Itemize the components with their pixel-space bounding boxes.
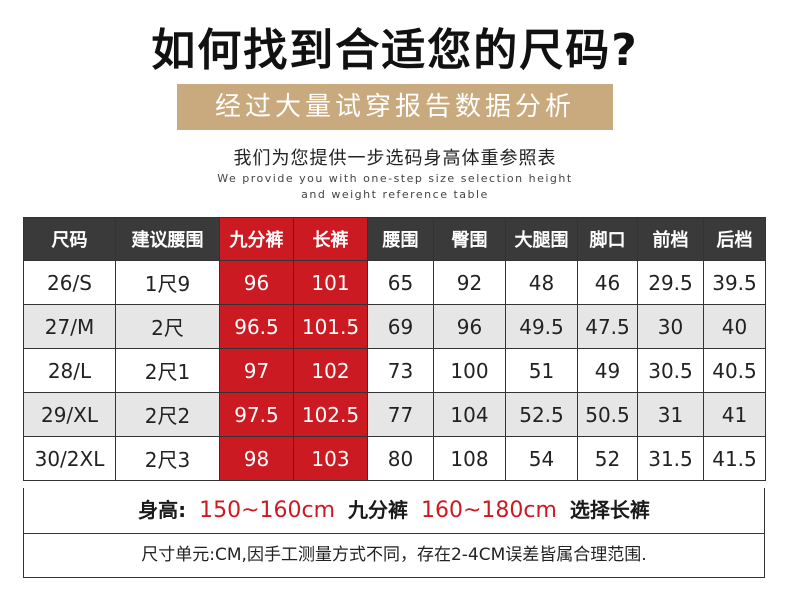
subtitle: 我们为您提供一步选码身高体重参照表 [233,148,557,169]
table-cell: 101.5 [293,304,368,349]
table-cell: 65 [367,260,434,305]
table-cell: 51 [505,348,578,393]
height-guide-row: 身高: 150~160cm 九分裤 160~180cm 选择长裤 [23,488,765,534]
table-cell: 29.5 [637,260,704,305]
table-cell: 31 [637,392,704,437]
table-cell: 96 [433,304,506,349]
header-cell: 臀围 [433,217,506,261]
long-pants-label: 选择长裤 [569,498,650,522]
banner: 经过大量试穿报告数据分析 [177,84,613,130]
table-cell: 30.5 [637,348,704,393]
table-cell: 26/S [23,260,116,305]
height-label: 身高: [138,498,187,522]
table-cell: 49.5 [505,304,578,349]
header-cell: 前档 [637,217,704,261]
table-cell: 39.5 [703,260,766,305]
measurement-note: 尺寸单元:CM,因手工测量方式不同，存在2-4CM误差皆属合理范围. [23,534,765,578]
table-cell: 28/L [23,348,116,393]
page-title: 如何找到合适您的尺码? [151,25,639,76]
table-cell: 2尺2 [115,392,220,437]
table-row: 26/S 1尺9 96 101 65 92 48 46 29.5 39.5 [23,260,766,305]
table-cell: 2尺 [115,304,220,349]
table-cell: 1尺9 [115,260,220,305]
table-cell: 46 [577,260,638,305]
size-table: 尺码 建议腰围 九分裤 长裤 腰围 臀围 大腿围 脚口 前档 后档 26/S 1… [23,217,766,481]
header-cell: 脚口 [577,217,638,261]
table-cell: 98 [219,436,294,481]
table-cell: 30/2XL [23,436,116,481]
english-subtitle-line2: and weight reference table [301,188,489,201]
table-cell: 48 [505,260,578,305]
table-cell: 97.5 [219,392,294,437]
table-cell: 49 [577,348,638,393]
table-cell: 80 [367,436,434,481]
table-cell: 41 [703,392,766,437]
table-cell: 50.5 [577,392,638,437]
table-cell: 27/M [23,304,116,349]
table-row: 29/XL 2尺2 97.5 102.5 77 104 52.5 50.5 31… [23,392,766,437]
header-cell: 建议腰围 [115,217,220,261]
table-cell: 2尺1 [115,348,220,393]
table-cell: 69 [367,304,434,349]
table-cell: 52.5 [505,392,578,437]
header-cell: 腰围 [367,217,434,261]
table-cell: 102.5 [293,392,368,437]
table-cell: 108 [433,436,506,481]
table-cell: 103 [293,436,368,481]
table-cell: 41.5 [703,436,766,481]
table-cell: 100 [433,348,506,393]
table-cell: 40.5 [703,348,766,393]
table-cell: 92 [433,260,506,305]
header-cell: 九分裤 [219,217,294,261]
height-range-long: 160~180cm [420,498,557,523]
table-cell: 52 [577,436,638,481]
header-cell: 尺码 [23,217,116,261]
table-cell: 29/XL [23,392,116,437]
table-cell: 77 [367,392,434,437]
table-cell: 102 [293,348,368,393]
table-row: 28/L 2尺1 97 102 73 100 51 49 30.5 40.5 [23,348,766,393]
header-cell: 大腿围 [505,217,578,261]
table-cell: 104 [433,392,506,437]
table-row: 30/2XL 2尺3 98 103 80 108 54 52 31.5 41.5 [23,436,766,481]
table-cell: 96 [219,260,294,305]
header-cell: 后档 [703,217,766,261]
table-cell: 2尺3 [115,436,220,481]
table-cell: 73 [367,348,434,393]
table-cell: 97 [219,348,294,393]
cropped-pants-label: 九分裤 [348,498,408,522]
table-cell: 47.5 [577,304,638,349]
table-cell: 101 [293,260,368,305]
height-range-cropped: 150~160cm [199,498,336,523]
table-header-row: 尺码 建议腰围 九分裤 长裤 腰围 臀围 大腿围 脚口 前档 后档 [23,217,766,261]
table-cell: 31.5 [637,436,704,481]
table-cell: 96.5 [219,304,294,349]
header-cell: 长裤 [293,217,368,261]
table-cell: 54 [505,436,578,481]
table-row: 27/M 2尺 96.5 101.5 69 96 49.5 47.5 30 40 [23,304,766,349]
english-subtitle-line1: We provide you with one-step size select… [217,172,573,185]
table-cell: 30 [637,304,704,349]
table-cell: 40 [703,304,766,349]
